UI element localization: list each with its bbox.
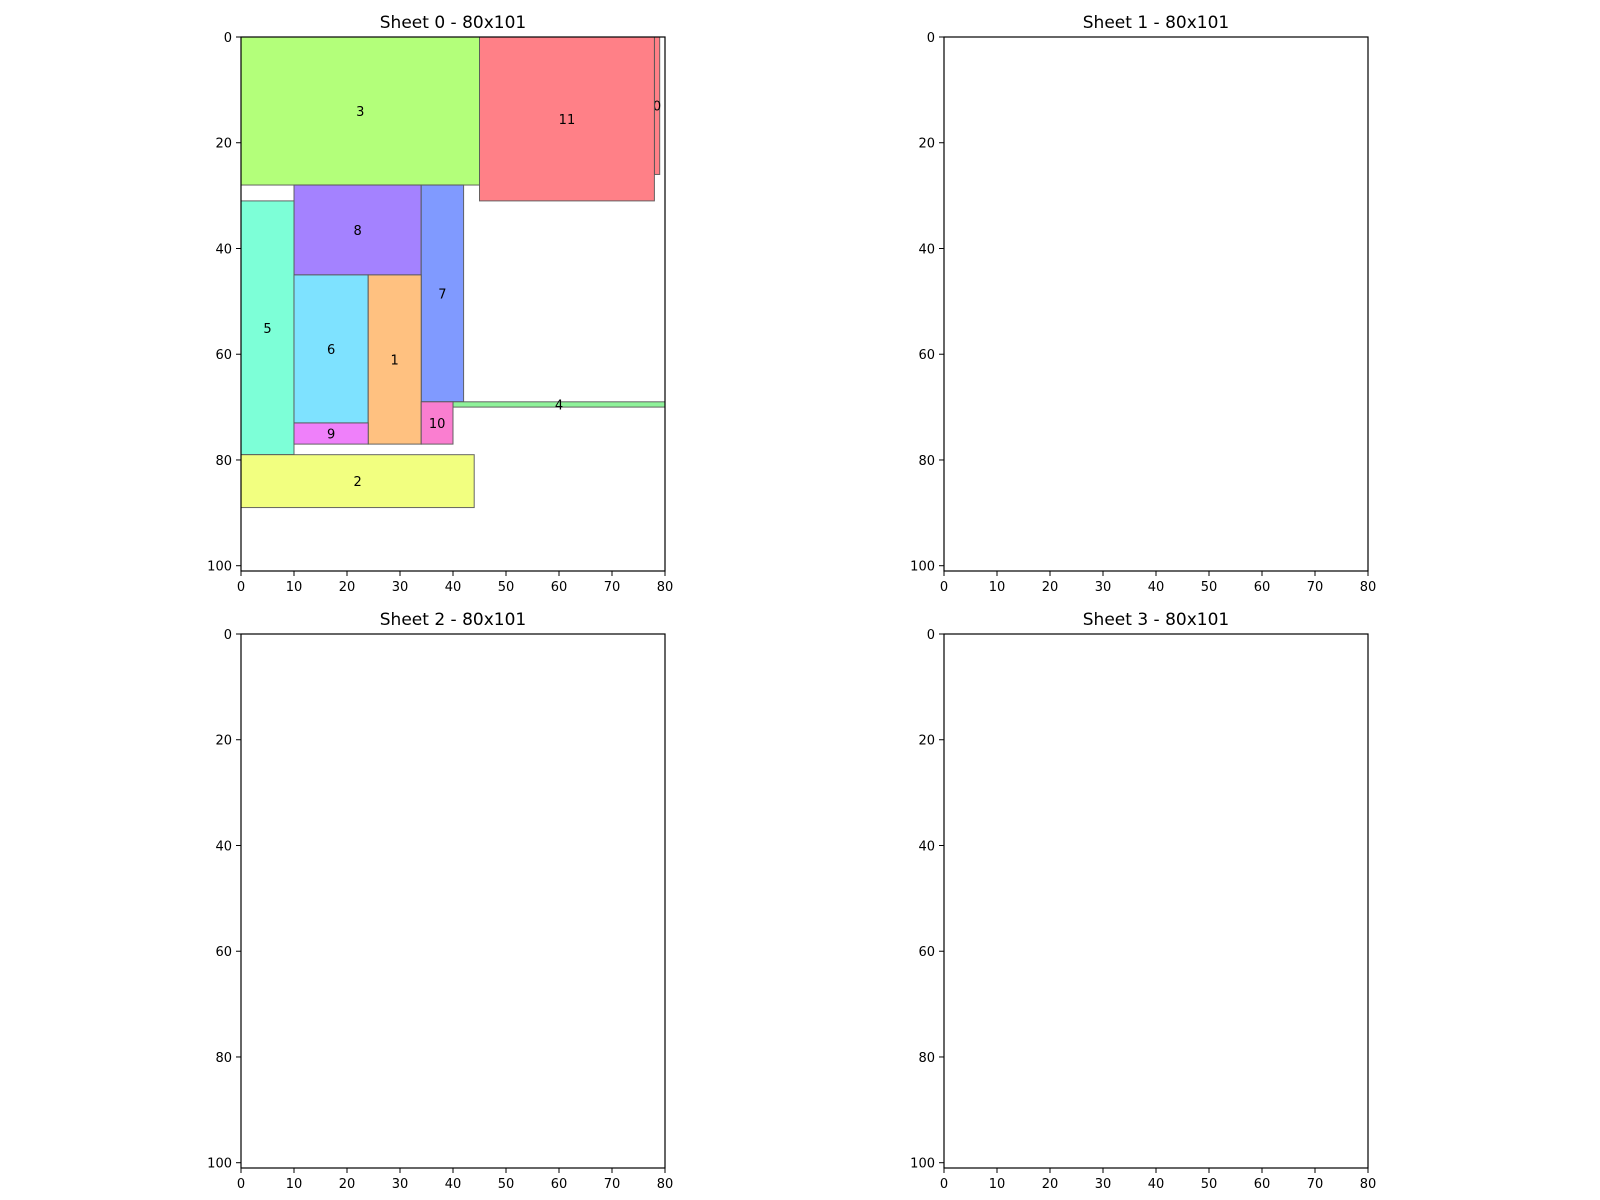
x-tick-label: 50 <box>1201 580 1218 595</box>
y-tick-label: 40 <box>918 839 935 854</box>
y-tick-label: 80 <box>918 1051 935 1066</box>
y-tick-label: 100 <box>207 560 232 575</box>
x-tick-label: 60 <box>551 580 568 595</box>
x-tick-label: 20 <box>1042 1177 1059 1192</box>
x-tick-label: 40 <box>1148 1177 1165 1192</box>
x-tick-label: 70 <box>1307 580 1324 595</box>
x-tick-label: 20 <box>1042 580 1059 595</box>
piece-label: 3 <box>356 105 364 120</box>
x-tick-label: 80 <box>657 1177 674 1192</box>
y-tick-label: 60 <box>215 348 232 363</box>
y-tick-label: 60 <box>215 945 232 960</box>
x-tick-label: 70 <box>1307 1177 1324 1192</box>
piece-rect <box>293 184 422 276</box>
x-tick-label: 10 <box>286 1177 303 1192</box>
piece-label: 1 <box>391 354 399 369</box>
y-tick-label: 60 <box>918 348 935 363</box>
piece-label: 7 <box>438 287 446 302</box>
piece-rect <box>293 274 369 424</box>
x-tick-label: 30 <box>392 580 409 595</box>
x-tick-label: 10 <box>989 580 1006 595</box>
x-tick-label: 40 <box>1148 580 1165 595</box>
x-tick-label: 50 <box>498 580 515 595</box>
y-tick-label: 80 <box>215 1051 232 1066</box>
y-tick-label: 0 <box>224 31 232 46</box>
y-tick-label: 0 <box>927 31 935 46</box>
panel-title: Sheet 2 - 80x101 <box>380 610 526 630</box>
y-tick-label: 0 <box>927 628 935 643</box>
piece-rect <box>240 36 480 186</box>
x-tick-label: 50 <box>498 1177 515 1192</box>
y-tick-label: 40 <box>215 242 232 257</box>
x-tick-label: 30 <box>1095 1177 1112 1192</box>
x-tick-label: 80 <box>1360 1177 1377 1192</box>
piece-label: 5 <box>263 322 271 337</box>
x-tick-label: 60 <box>1254 1177 1271 1192</box>
x-tick-label: 30 <box>392 1177 409 1192</box>
piece-label: 2 <box>353 475 361 490</box>
x-tick-label: 0 <box>940 1177 948 1192</box>
y-tick-label: 40 <box>215 839 232 854</box>
y-tick-label: 20 <box>918 137 935 152</box>
y-tick-label: 100 <box>910 560 935 575</box>
x-tick-label: 60 <box>1254 580 1271 595</box>
piece-label: 9 <box>327 428 335 443</box>
x-tick-label: 60 <box>551 1177 568 1192</box>
x-tick-label: 80 <box>657 580 674 595</box>
piece-label: 4 <box>555 398 563 413</box>
x-tick-label: 80 <box>1360 580 1377 595</box>
x-tick-label: 10 <box>989 1177 1006 1192</box>
y-tick-label: 0 <box>224 628 232 643</box>
x-tick-label: 70 <box>604 1177 621 1192</box>
piece-rect <box>367 274 422 445</box>
x-tick-label: 10 <box>286 580 303 595</box>
y-tick-label: 20 <box>215 734 232 749</box>
y-tick-label: 20 <box>215 137 232 152</box>
x-tick-label: 0 <box>940 580 948 595</box>
x-tick-label: 0 <box>237 1177 245 1192</box>
piece-label: 8 <box>353 224 361 239</box>
sheet-panel-3: Sheet 3 - 80x101 0 10 20 30 40 50 60 70 80 0 20 40 6… <box>910 610 1376 1192</box>
x-tick-label: 0 <box>237 580 245 595</box>
piece-label: 6 <box>327 343 335 358</box>
piece-label: 10 <box>429 417 446 432</box>
y-tick-label: 80 <box>215 454 232 469</box>
plot-area <box>241 634 665 1168</box>
piece-rect <box>420 184 465 403</box>
piece-rect <box>293 422 369 445</box>
plot-area <box>944 37 1368 571</box>
y-tick-label: 100 <box>207 1157 232 1172</box>
piece-label: 0 <box>653 100 661 115</box>
panel-title: Sheet 1 - 80x101 <box>1083 13 1229 33</box>
piece-label: 11 <box>559 113 576 128</box>
x-tick-label: 30 <box>1095 580 1112 595</box>
piece-rect <box>420 401 454 445</box>
x-tick-label: 70 <box>604 580 621 595</box>
x-tick-label: 50 <box>1201 1177 1218 1192</box>
x-tick-label: 40 <box>445 1177 462 1192</box>
x-tick-label: 20 <box>339 1177 356 1192</box>
panel-title: Sheet 3 - 80x101 <box>1083 610 1229 630</box>
y-tick-label: 80 <box>918 454 935 469</box>
y-tick-label: 60 <box>918 945 935 960</box>
x-tick-label: 40 <box>445 580 462 595</box>
x-tick-label: 20 <box>339 580 356 595</box>
panel-title: Sheet 0 - 80x101 <box>380 13 526 33</box>
sheet-panel-2: Sheet 2 - 80x101 0 10 20 30 40 50 60 70 80 0 20 40 6… <box>207 610 673 1192</box>
plot-area <box>944 634 1368 1168</box>
y-tick-label: 20 <box>918 734 935 749</box>
sheet-panel-1: Sheet 1 - 80x101 0 10 20 30 40 50 60 70 80 0 20 40 6… <box>910 13 1376 595</box>
y-tick-label: 40 <box>918 242 935 257</box>
y-tick-label: 100 <box>910 1157 935 1172</box>
